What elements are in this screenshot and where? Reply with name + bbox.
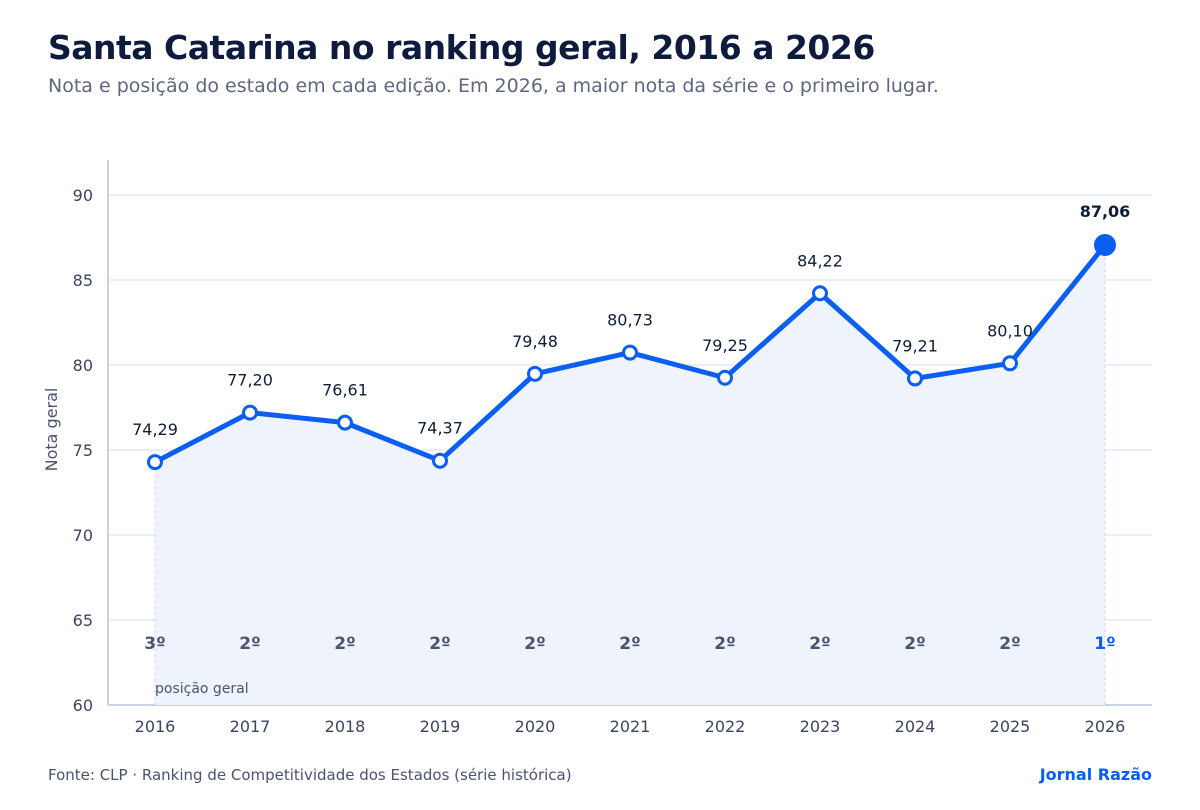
- data-label: 79,21: [892, 336, 938, 355]
- x-tick-label: 2019: [420, 717, 461, 736]
- rank-label: 3º: [144, 634, 165, 654]
- rank-label: 2º: [904, 634, 925, 654]
- data-label: 80,73: [607, 311, 653, 330]
- area-fill: [155, 244, 1105, 706]
- data-label: 79,25: [702, 336, 748, 355]
- x-tick-label: 2025: [990, 717, 1031, 736]
- rank-caption: posição geral: [155, 681, 249, 697]
- data-label: 79,48: [512, 332, 558, 351]
- data-point: [147, 454, 163, 471]
- rank-label: 1º: [1094, 634, 1115, 654]
- data-label: 74,37: [417, 419, 463, 438]
- y-tick-label: 75: [73, 441, 93, 460]
- data-point: [812, 285, 828, 302]
- rank-label: 2º: [999, 634, 1020, 654]
- x-tick-label: 2017: [230, 717, 271, 736]
- rank-label: 2º: [714, 634, 735, 654]
- data-label: 77,20: [227, 371, 273, 390]
- data-point: [242, 404, 258, 421]
- x-tick-label: 2022: [705, 717, 746, 736]
- data-point-highlight: [1094, 233, 1116, 256]
- data-point: [527, 365, 543, 382]
- y-tick-label: 80: [73, 356, 93, 375]
- chart-title: Santa Catarina no ranking geral, 2016 a …: [48, 28, 875, 67]
- x-tick-label: 2020: [515, 717, 556, 736]
- x-tick-label: 2021: [610, 717, 651, 736]
- y-tick-label: 85: [73, 271, 93, 290]
- y-tick-label: 70: [73, 526, 93, 545]
- y-tick-label: 65: [73, 611, 93, 630]
- data-point: [717, 369, 733, 386]
- x-tick-label: 2018: [325, 717, 366, 736]
- chart-subtitle: Nota e posição do estado em cada edição.…: [48, 75, 939, 97]
- rank-label: 2º: [334, 634, 355, 654]
- data-point: [1002, 355, 1018, 372]
- rank-label: 2º: [239, 634, 260, 654]
- data-label-highlight: 87,06: [1080, 202, 1131, 221]
- data-point: [622, 344, 638, 361]
- rank-label: 2º: [524, 634, 545, 654]
- x-tick-label: 2024: [895, 717, 936, 736]
- data-label: 80,10: [987, 321, 1033, 340]
- data-point: [337, 414, 353, 431]
- source-note: Fonte: CLP · Ranking de Competitividade …: [48, 766, 572, 784]
- x-tick-label: 2023: [800, 717, 841, 736]
- rank-label: 2º: [809, 634, 830, 654]
- brand-logo-text: Jornal Razão: [1039, 765, 1152, 784]
- y-tick-label: 60: [73, 696, 93, 715]
- data-point: [432, 452, 448, 469]
- data-point: [907, 370, 923, 387]
- y-axis-label: Nota geral: [42, 388, 61, 472]
- x-tick-label: 2016: [135, 717, 176, 736]
- data-label: 84,22: [797, 251, 843, 270]
- rank-label: 2º: [429, 634, 450, 654]
- data-label: 76,61: [322, 381, 368, 400]
- y-tick-label: 90: [73, 186, 93, 205]
- x-tick-label: 2026: [1085, 717, 1126, 736]
- data-label: 74,29: [132, 420, 178, 439]
- rank-label: 2º: [619, 634, 640, 654]
